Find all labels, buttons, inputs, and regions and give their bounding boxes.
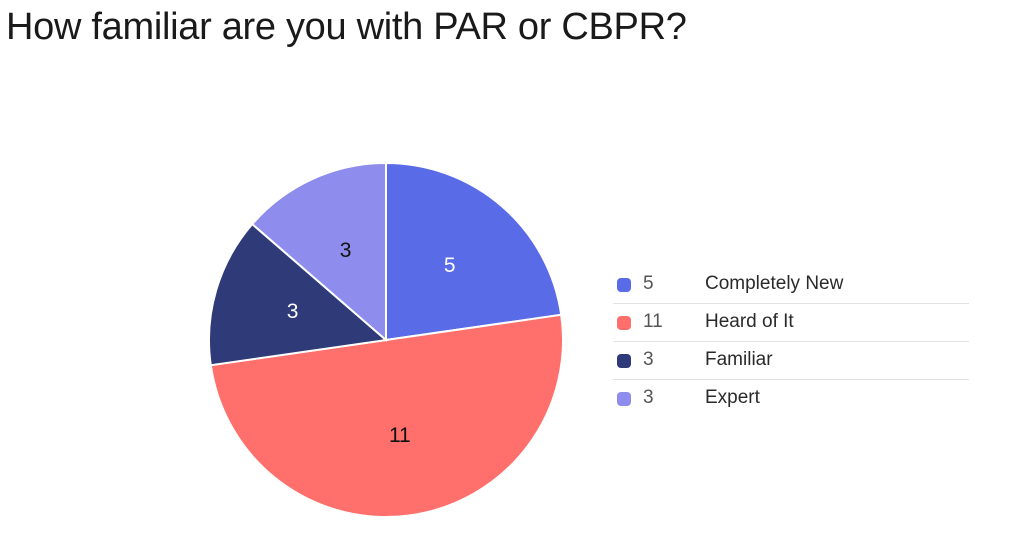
pie-slice-value-label: 5 — [444, 254, 456, 277]
legend-swatch — [617, 278, 631, 292]
legend-swatch — [617, 316, 631, 330]
legend-value: 3 — [643, 349, 654, 370]
pie-slice-value-label: 11 — [389, 424, 411, 447]
legend-label: Completely New — [705, 273, 844, 294]
pie-slice-value-label: 3 — [340, 239, 352, 262]
legend-label: Familiar — [705, 349, 773, 370]
legend-swatch — [617, 354, 631, 368]
legend: 5 Completely New 11 Heard of It 3 Familiar 3 Ex… — [613, 266, 969, 417]
pie-slice-completely-new — [385, 161, 563, 342]
chart-title: How familiar are you with PAR or CBPR? — [6, 6, 687, 48]
legend-swatch — [617, 392, 631, 406]
legend-item: 3 Expert — [613, 380, 969, 417]
pie-slice-heard-of-it — [209, 313, 564, 518]
legend-value: 11 — [643, 311, 663, 332]
legend-label: Expert — [705, 387, 760, 408]
pie-slice-expert — [250, 161, 387, 343]
legend-label: Heard of It — [705, 311, 794, 332]
legend-item: 3 Familiar — [613, 342, 969, 380]
legend-item: 5 Completely New — [613, 266, 969, 304]
legend-item: 11 Heard of It — [613, 304, 969, 342]
pie-slice-familiar — [208, 222, 389, 367]
pie-slice-value-label: 3 — [287, 300, 299, 323]
legend-value: 5 — [643, 273, 654, 294]
legend-value: 3 — [643, 387, 654, 408]
